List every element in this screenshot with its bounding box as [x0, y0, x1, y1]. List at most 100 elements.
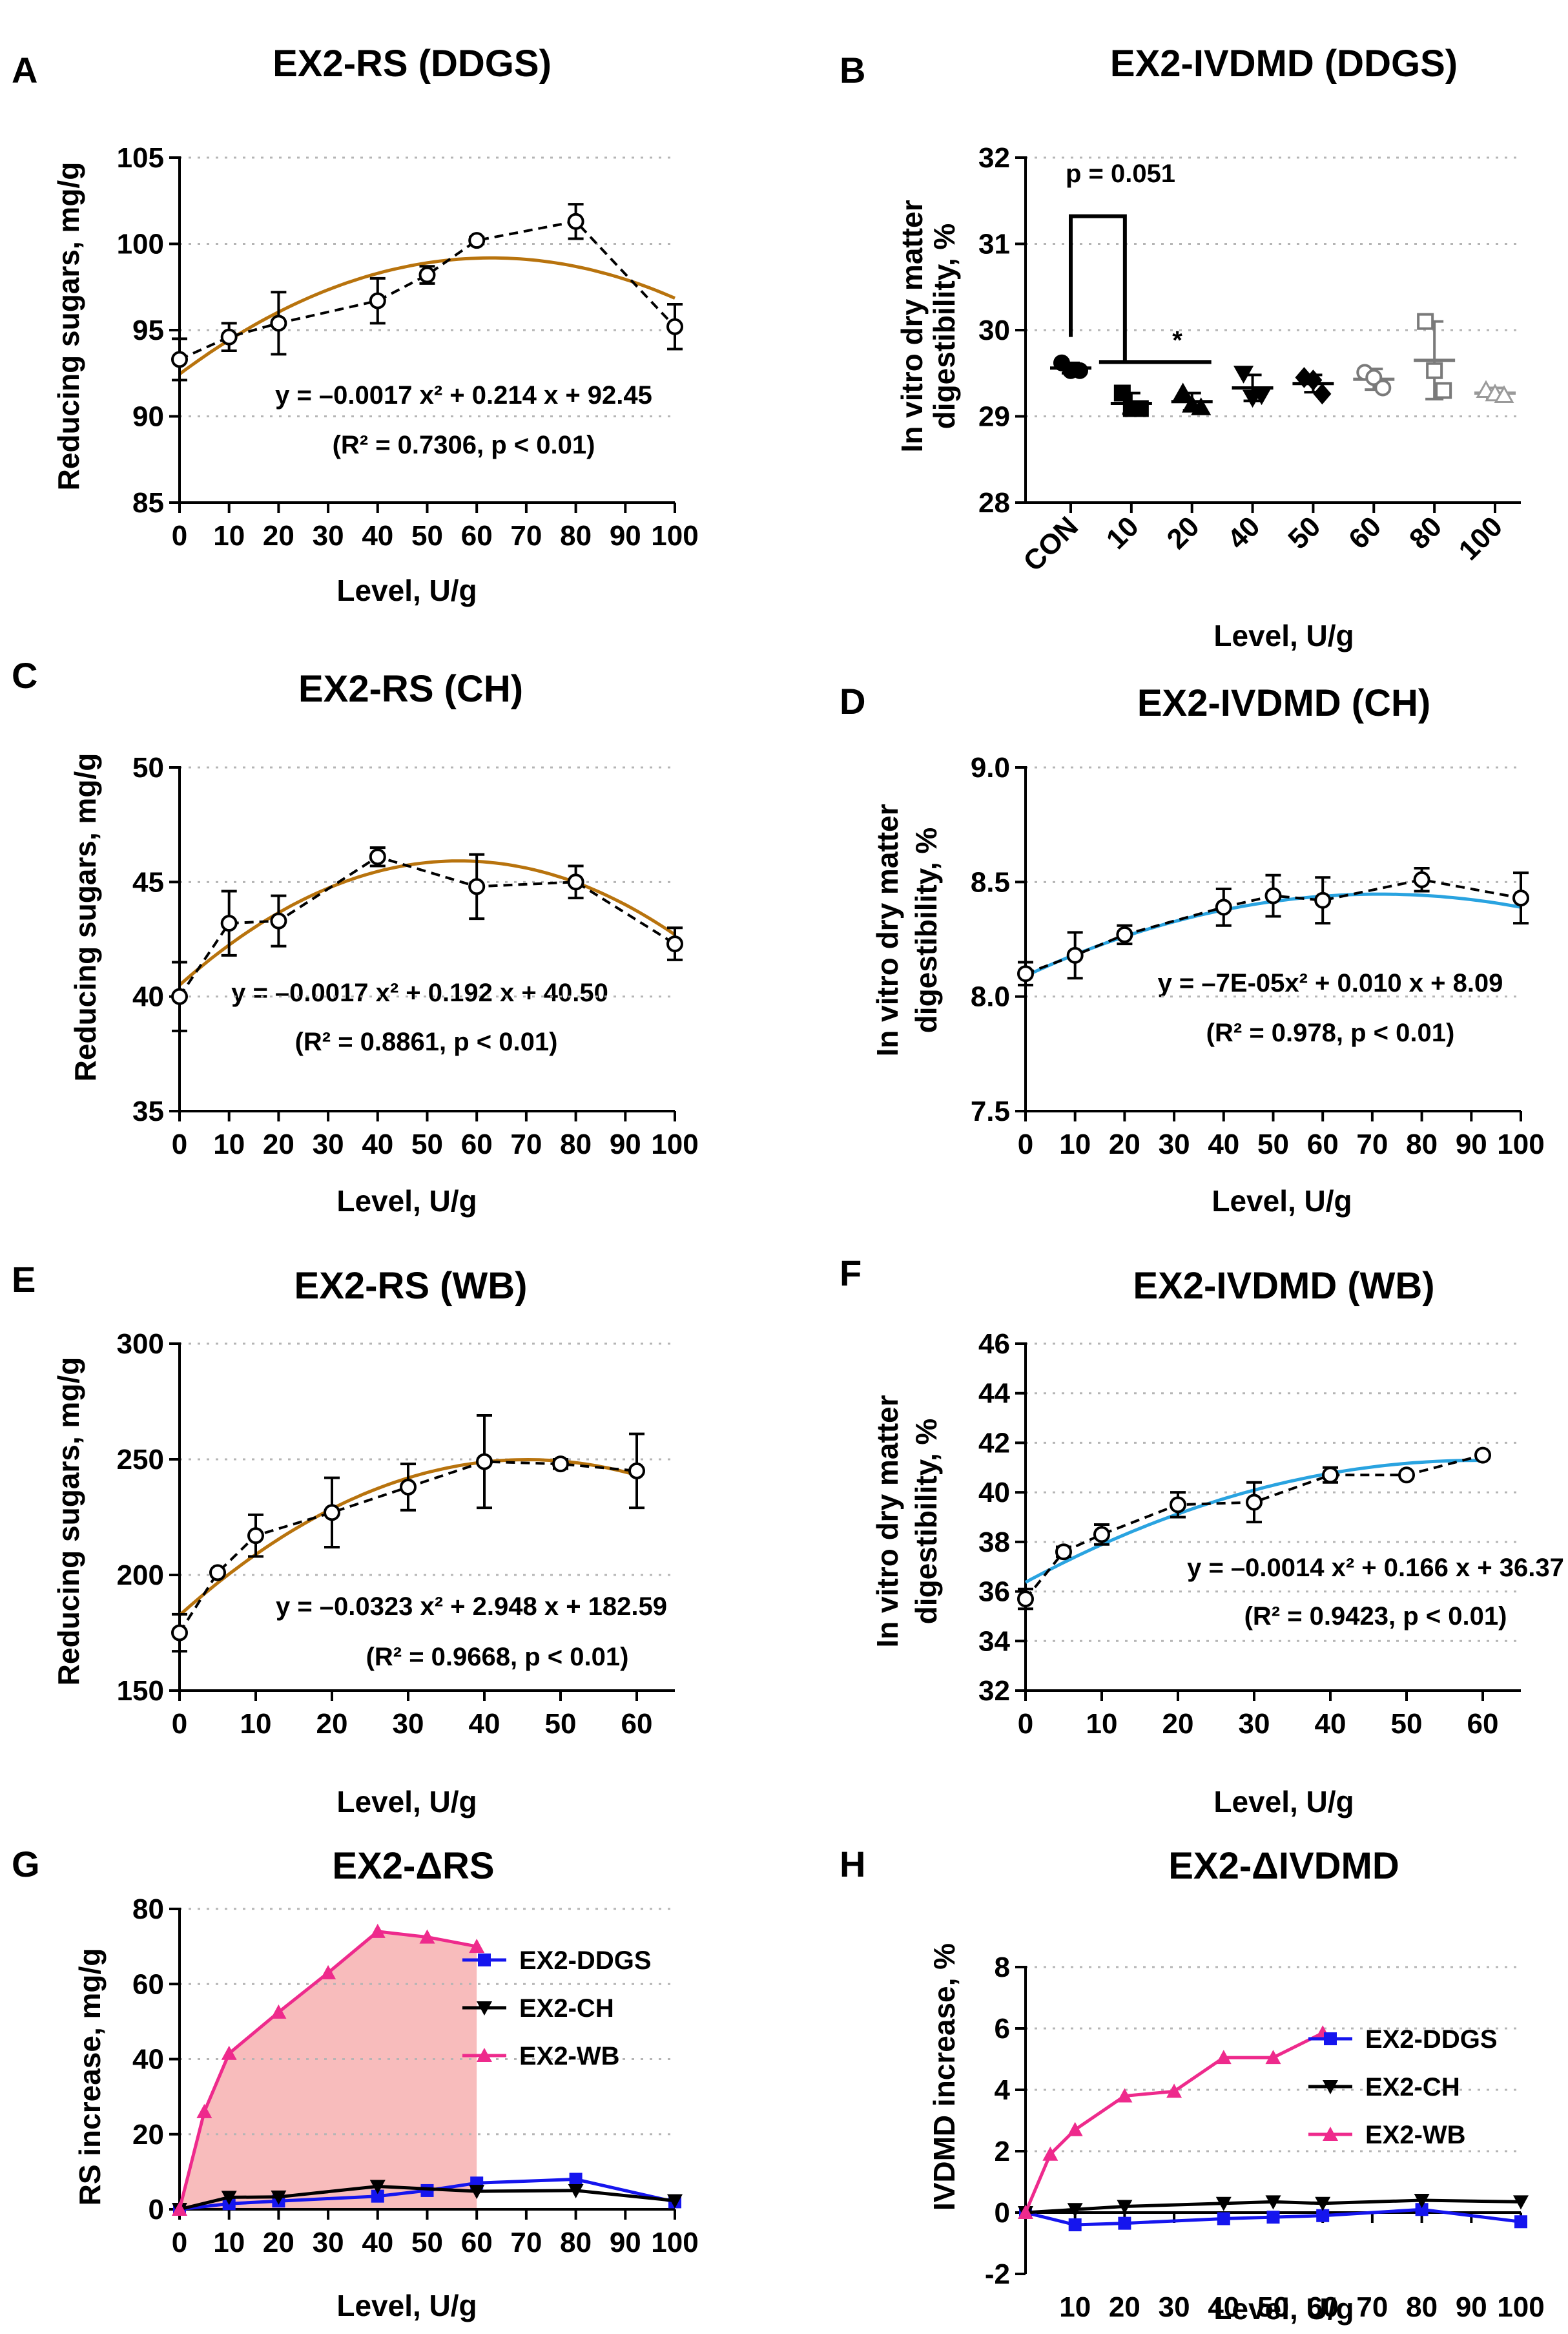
panel-d: D EX2-IVDMD (CH) In vitro dry matter dig…: [840, 681, 1503, 1218]
panel-title: EX2-ΔRS: [332, 1845, 494, 1887]
data-point: [171, 1624, 188, 1641]
series-marker: [1215, 2050, 1232, 2065]
y-tick-label: 150: [117, 1675, 164, 1707]
data-point: [220, 915, 238, 932]
plot-c: 35 40 45 50 0 10 20 30 40 50 60 70 80 90 100: [132, 752, 699, 1160]
y-axis-label-line1: In vitro dry matter: [871, 804, 904, 1056]
series-marker: [320, 1964, 336, 1979]
panel-c: C EX2-RS (CH) Reducing sugars, mg/g Leve…: [12, 655, 608, 1218]
x-tick-label: 90: [1456, 1129, 1487, 1160]
data-point: [1512, 890, 1529, 907]
series-marker: [1415, 2203, 1429, 2216]
data-point: [369, 292, 386, 309]
series-marker: [1323, 2080, 1338, 2094]
data-point: [1066, 946, 1084, 964]
series-marker: [371, 2189, 384, 2203]
data-point: [1116, 926, 1133, 943]
fit-equation: y = –7E-05x² + 0.010 x + 8.09: [1158, 969, 1503, 997]
x-tick-label: 60: [1307, 1129, 1339, 1160]
x-tick-label: 40: [362, 2227, 393, 2258]
y-tick-label: 31: [978, 229, 1010, 260]
plot-h: -2 0 2 4 6 8 10 20 30 40 50 60 70 80 90 100 EX2-DDGS EX2-…: [985, 1952, 1545, 2323]
x-tick-label: 80: [560, 520, 592, 552]
fit-statistics: (R² = 0.9668, p < 0.01): [366, 1643, 629, 1671]
shaded-area: [180, 1931, 477, 2209]
x-tick-label: 20: [263, 1129, 294, 1160]
series-marker: [1118, 2216, 1131, 2230]
panel-title: EX2-IVDMD (WB): [1133, 1265, 1434, 1307]
series-marker: [469, 1939, 485, 1954]
panel-letter: B: [840, 50, 865, 90]
x-tick-label: 10: [1100, 510, 1145, 555]
x-tick-label: 60: [461, 1129, 493, 1160]
data-point: [468, 878, 486, 895]
y-tick-label: 38: [978, 1526, 1010, 1558]
panel-title: EX2-IVDMD (DDGS): [1110, 43, 1458, 85]
series-marker: [1215, 2196, 1232, 2211]
x-tick-label: 90: [1456, 2291, 1487, 2323]
data-point: [1314, 891, 1332, 909]
data-point: [1474, 1446, 1491, 1464]
x-tick-label: 80: [1403, 510, 1448, 555]
x-tick-label: 10: [213, 520, 245, 552]
series-marker: [369, 1923, 386, 1938]
y-tick-label: 8.0: [971, 981, 1010, 1013]
fit-equation: y = –0.0014 x² + 0.166 x + 36.37: [1187, 1554, 1564, 1582]
series-line: [178, 1930, 477, 2210]
series-line: [179, 2177, 676, 2211]
fit-statistics: (R² = 0.7306, p < 0.01): [333, 431, 595, 459]
series-marker: [1315, 2196, 1331, 2211]
data-point: [552, 1455, 569, 1473]
x-tick-label: 40: [1208, 2291, 1239, 2323]
y-tick-label: 2: [995, 2136, 1010, 2167]
data-point: [270, 315, 287, 332]
data-point: [400, 1478, 417, 1495]
series-marker: [469, 2185, 485, 2200]
series-marker: [1265, 2195, 1281, 2210]
fit-equation: y = –0.0017 x² + 0.214 x + 92.45: [275, 381, 652, 410]
series-marker: [1166, 2083, 1182, 2098]
data-point: [666, 318, 683, 335]
replicate-point: [1426, 362, 1443, 379]
data-point: [628, 1462, 645, 1479]
x-axis-label: Level, U/g: [336, 1785, 477, 1818]
data-point: [1398, 1466, 1415, 1484]
panel-letter: D: [840, 681, 865, 722]
x-tick-label: 30: [1239, 1708, 1270, 1740]
data-point: [1017, 965, 1034, 983]
replicate-point: [1313, 383, 1332, 405]
y-tick-label: 8.5: [971, 866, 1010, 898]
x-axis-label: Level, U/g: [1213, 1785, 1354, 1818]
x-tick-label: 40: [469, 1708, 500, 1740]
x-tick-label: 50: [1257, 1129, 1289, 1160]
data-point: [270, 912, 287, 930]
data-point: [220, 328, 238, 346]
x-tick-label: 40: [1315, 1708, 1346, 1740]
panel-letter: F: [840, 1253, 861, 1293]
fit-statistics: (R² = 0.8861, p < 0.01): [295, 1028, 558, 1056]
y-tick-label: 7.5: [971, 1096, 1010, 1127]
series-marker: [1324, 2032, 1337, 2045]
data-point: [171, 351, 188, 368]
series-marker: [271, 2190, 287, 2205]
y-tick-label: 32: [978, 1675, 1010, 1707]
replicate-point: [1365, 369, 1383, 386]
y-axis-label: Reducing sugars, mg/g: [52, 1357, 85, 1686]
series-marker: [221, 2045, 237, 2060]
x-tick-label: 0: [1018, 1708, 1033, 1740]
legend-label: EX2-DDGS: [1365, 2025, 1498, 2054]
replicate-point: [1251, 387, 1272, 406]
x-tick-label: 50: [411, 520, 443, 552]
y-tick-label: 45: [132, 866, 164, 898]
y-tick-label: 100: [117, 229, 164, 260]
panel-title: EX2-RS (WB): [294, 1265, 528, 1307]
y-tick-label: 6: [995, 2013, 1010, 2045]
data-point: [468, 232, 486, 249]
x-tick-label: 20: [316, 1708, 348, 1740]
x-tick-label: 40: [1221, 510, 1266, 555]
x-tick-label: 100: [1497, 1129, 1544, 1160]
series-line: [1025, 2207, 1522, 2227]
x-tick-label: 0: [172, 520, 187, 552]
y-tick-label: 9.0: [971, 752, 1010, 784]
p-value-annotation: p = 0.051: [1066, 160, 1175, 188]
